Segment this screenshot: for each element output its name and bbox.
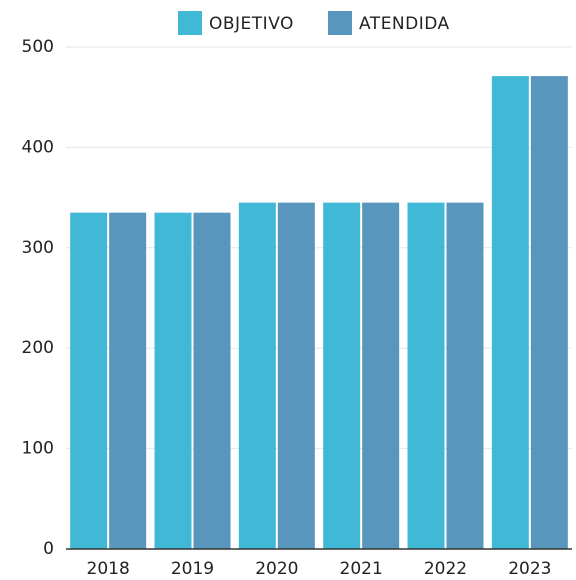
- bar: [362, 202, 400, 549]
- bar: [70, 212, 108, 549]
- x-tick-label: 2022: [424, 559, 467, 579]
- x-tick-label: 2019: [171, 559, 214, 579]
- legend-swatch: [328, 11, 352, 35]
- bar: [491, 76, 529, 549]
- x-tick-label: 2018: [87, 559, 130, 579]
- bar: [193, 212, 231, 549]
- x-tick-label: 2021: [340, 559, 383, 579]
- legend-swatch: [178, 11, 202, 35]
- x-tick-label: 2023: [508, 559, 551, 579]
- x-tick-label: 2020: [255, 559, 298, 579]
- legend-label: OBJETIVO: [209, 14, 294, 34]
- y-tick-label: 300: [22, 238, 54, 258]
- bar: [238, 202, 276, 549]
- bar: [323, 202, 361, 549]
- y-tick-label: 500: [22, 37, 54, 57]
- bar: [109, 212, 147, 549]
- y-tick-label: 400: [22, 137, 54, 157]
- legend-label: ATENDIDA: [359, 14, 450, 34]
- y-tick-label: 200: [22, 338, 54, 358]
- bar: [154, 212, 192, 549]
- bar: [530, 76, 568, 549]
- y-tick-label: 100: [22, 439, 54, 459]
- bar: [407, 202, 445, 549]
- bar: [277, 202, 315, 549]
- bar: [446, 202, 484, 549]
- y-tick-label: 0: [43, 539, 54, 559]
